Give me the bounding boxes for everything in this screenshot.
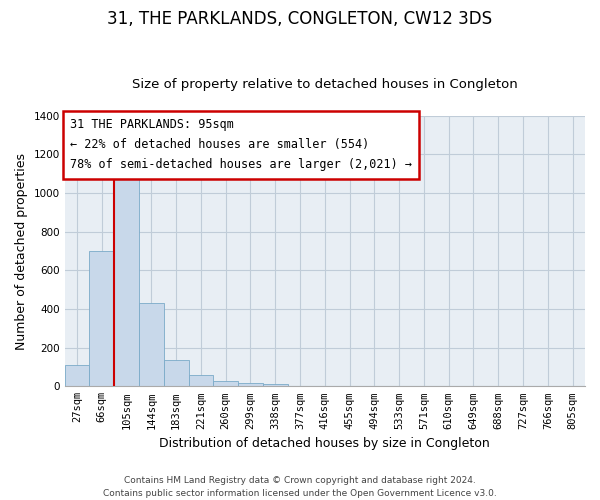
Title: Size of property relative to detached houses in Congleton: Size of property relative to detached ho… bbox=[132, 78, 518, 91]
X-axis label: Distribution of detached houses by size in Congleton: Distribution of detached houses by size … bbox=[160, 437, 490, 450]
Text: 31 THE PARKLANDS: 95sqm
← 22% of detached houses are smaller (554)
78% of semi-d: 31 THE PARKLANDS: 95sqm ← 22% of detache… bbox=[70, 118, 412, 172]
Bar bbox=[263, 384, 287, 386]
Bar bbox=[65, 365, 89, 386]
Bar bbox=[114, 171, 139, 386]
Text: Contains HM Land Registry data © Crown copyright and database right 2024.
Contai: Contains HM Land Registry data © Crown c… bbox=[103, 476, 497, 498]
Text: 31, THE PARKLANDS, CONGLETON, CW12 3DS: 31, THE PARKLANDS, CONGLETON, CW12 3DS bbox=[107, 10, 493, 28]
Bar bbox=[139, 303, 164, 386]
Bar bbox=[214, 380, 238, 386]
Y-axis label: Number of detached properties: Number of detached properties bbox=[15, 152, 28, 350]
Bar bbox=[188, 376, 214, 386]
Bar bbox=[164, 360, 188, 386]
Bar bbox=[89, 251, 114, 386]
Bar bbox=[238, 384, 263, 386]
